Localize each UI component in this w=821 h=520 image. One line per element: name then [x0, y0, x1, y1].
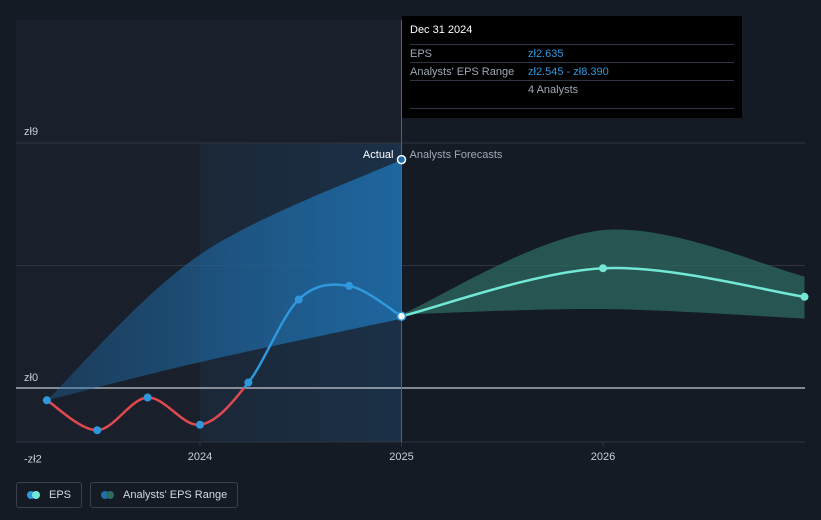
legend-range-label: Analysts' EPS Range — [123, 489, 228, 501]
tooltip-analysts-row: 4 Analysts — [410, 81, 734, 98]
eps-swatch-icon — [27, 491, 41, 499]
tooltip-divider — [410, 108, 734, 109]
tooltip-eps-row: EPS zł2.635 — [410, 45, 734, 63]
legend: EPS Analysts' EPS Range — [16, 482, 239, 508]
tooltip-eps-label: EPS — [410, 47, 433, 60]
forecast-label: Analysts Forecasts — [410, 149, 503, 161]
tooltip-analysts-count: 4 Analysts — [528, 83, 579, 96]
forecast-point-2 — [800, 292, 809, 301]
y-tick-label-1: zł0 — [24, 372, 38, 384]
actual-label: Actual — [363, 149, 394, 161]
eps-point-7 — [396, 311, 407, 322]
eps-line-negative — [46, 388, 246, 432]
eps-point-1 — [93, 426, 102, 435]
tooltip-range-label: Analysts' EPS Range — [410, 65, 515, 78]
legend-range[interactable]: Analysts' EPS Range — [90, 482, 239, 508]
tooltip-eps-value: zł2.635 — [528, 47, 564, 60]
range-actual-band — [46, 159, 402, 401]
eps-point-3 — [196, 420, 204, 429]
eps-line-positive — [242, 283, 403, 388]
tooltip: Dec 31 2024 EPS zł2.635 Analysts' EPS Ra… — [402, 16, 742, 118]
tooltip-range-row: Analysts' EPS Range zł2.545 - zł8.390 — [410, 63, 734, 81]
x-tick-label-2: 2026 — [591, 451, 615, 463]
range-forecast-band — [401, 229, 805, 319]
x-tick-label-1: 2025 — [389, 451, 413, 463]
range-swatch-icon — [101, 491, 115, 499]
eps-point-4 — [244, 378, 253, 387]
range-high-point — [396, 154, 407, 165]
forecast-point-1 — [599, 264, 607, 273]
y-tick-label-2: -zł2 — [24, 453, 42, 465]
eps-point-0 — [42, 396, 51, 405]
legend-eps-label: EPS — [49, 489, 72, 501]
y-tick-label-0: zł9 — [24, 126, 38, 138]
tooltip-date: Dec 31 2024 — [410, 24, 734, 45]
eps-point-2 — [143, 393, 152, 402]
eps-point-6 — [345, 281, 354, 290]
tooltip-range-value: zł2.545 - zł8.390 — [528, 65, 609, 78]
eps-point-5 — [294, 295, 303, 304]
x-tick-label-0: 2024 — [188, 451, 212, 463]
legend-eps[interactable]: EPS — [16, 482, 83, 508]
